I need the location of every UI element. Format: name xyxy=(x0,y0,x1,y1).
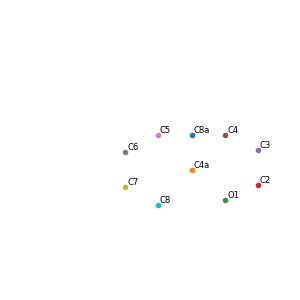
Text: C4: C4 xyxy=(227,126,238,135)
Text: C2: C2 xyxy=(260,176,271,185)
Text: C4a: C4a xyxy=(194,161,210,170)
Text: C3: C3 xyxy=(260,141,271,150)
Text: O1: O1 xyxy=(227,191,239,200)
Text: C6: C6 xyxy=(127,143,138,152)
Text: C8a: C8a xyxy=(194,126,210,135)
Text: C5: C5 xyxy=(160,126,171,135)
Text: C7: C7 xyxy=(127,178,138,187)
Text: C8: C8 xyxy=(160,196,171,205)
